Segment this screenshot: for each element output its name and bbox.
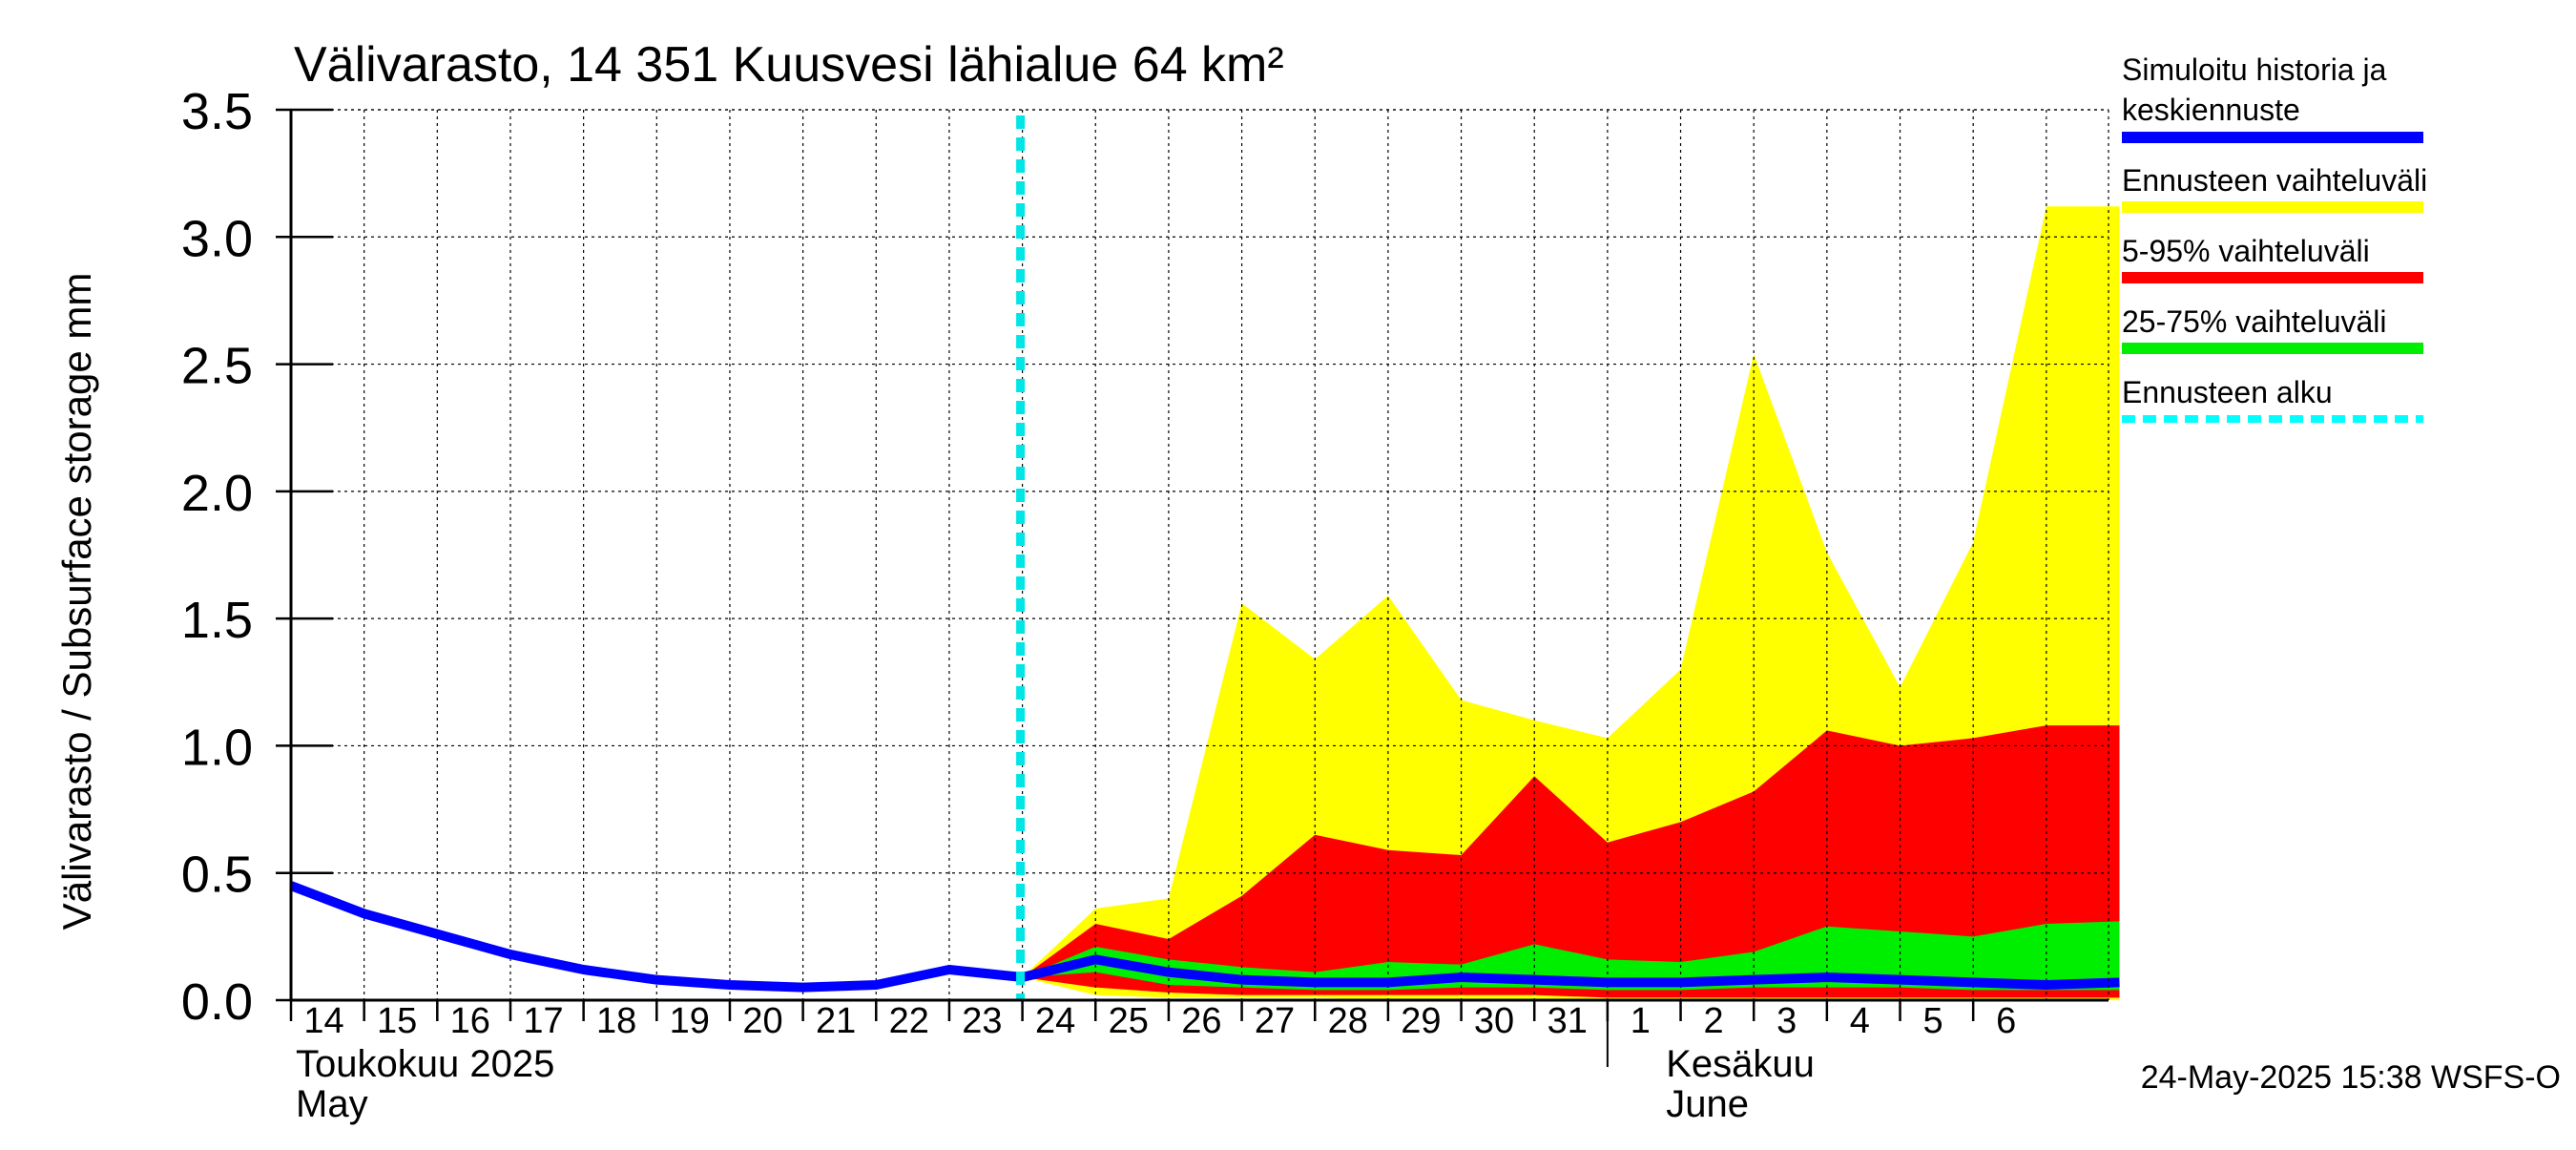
y-tick-label: 0.5 — [181, 847, 253, 904]
legend-label: Simuloitu historia ja — [2122, 52, 2387, 87]
legend-label: 5-95% vaihteluväli — [2122, 234, 2370, 268]
x-tick-label: 25 — [1109, 1001, 1149, 1041]
x-tick-label: 22 — [889, 1001, 929, 1041]
x-tick-label: 28 — [1328, 1001, 1368, 1041]
x-tick-label: 15 — [377, 1001, 417, 1041]
x-tick-label: 2 — [1703, 1001, 1723, 1041]
series-lines — [289, 115, 2120, 1000]
x-tick-label: 17 — [523, 1001, 563, 1041]
y-tick-label: 3.0 — [181, 210, 253, 267]
x-tick-label: 30 — [1474, 1001, 1514, 1041]
x-tick-label: 1 — [1631, 1001, 1651, 1041]
month-label-may-fi: Toukokuu 2025 — [296, 1043, 554, 1085]
y-tick-label: 2.5 — [181, 338, 253, 395]
legend-label-line2: keskiennuste — [2122, 93, 2300, 127]
legend-label: Ennusteen alku — [2122, 375, 2333, 409]
y-tick-label: 1.5 — [181, 592, 253, 649]
axes: 0.00.51.01.52.02.53.03.514 15 16 17 18 19 20 21… — [181, 83, 2109, 1125]
legend-label: Ennusteen vaihteluväli — [2122, 163, 2427, 198]
x-tick-label: 14 — [303, 1001, 343, 1041]
y-tick-label: 0.0 — [181, 973, 253, 1031]
legend-label: 25-75% vaihteluväli — [2122, 304, 2387, 339]
x-tick-label: 26 — [1181, 1001, 1221, 1041]
x-tick-label: 16 — [450, 1001, 490, 1041]
p25-75-band — [1022, 921, 2120, 991]
forecast-bands — [1022, 206, 2120, 1001]
x-tick-label: 23 — [962, 1001, 1002, 1041]
history-line — [289, 881, 1024, 993]
legend: Simuloitu historia ja keskiennuste Ennuste… — [2122, 52, 2427, 423]
x-tick-label: 6 — [1996, 1001, 2016, 1041]
month-label-june-fi: Kesäkuu — [1666, 1043, 1815, 1085]
x-tick-label: 19 — [670, 1001, 710, 1041]
x-tick-label: 29 — [1401, 1001, 1441, 1041]
x-tick-label: 3 — [1776, 1001, 1797, 1041]
grid-lines — [291, 109, 2109, 1000]
y-axis-label: Välivarasto / Subsurface storage mm — [54, 273, 99, 930]
x-tick-label: 21 — [816, 1001, 856, 1041]
chart-title: Välivarasto, 14 351 Kuusvesi lähialue 64… — [294, 37, 1284, 93]
x-tick-label: 20 — [742, 1001, 782, 1041]
footer-timestamp: 24-May-2025 15:38 WSFS-O — [2141, 1059, 2561, 1096]
median-forecast-line — [1021, 954, 2120, 991]
month-label-may-en: May — [296, 1083, 368, 1125]
x-tick-label: 4 — [1850, 1001, 1870, 1041]
x-tick-label: 5 — [1922, 1001, 1942, 1041]
y-tick-label: 1.0 — [181, 719, 253, 776]
y-tick-label: 3.5 — [181, 83, 253, 140]
month-label-june-en: June — [1666, 1083, 1749, 1125]
x-tick-label: 27 — [1255, 1001, 1295, 1041]
x-tick-label: 24 — [1035, 1001, 1075, 1041]
y-tick-label: 2.0 — [181, 465, 253, 522]
x-tick-label: 18 — [596, 1001, 636, 1041]
x-tick-label: 31 — [1548, 1001, 1588, 1041]
